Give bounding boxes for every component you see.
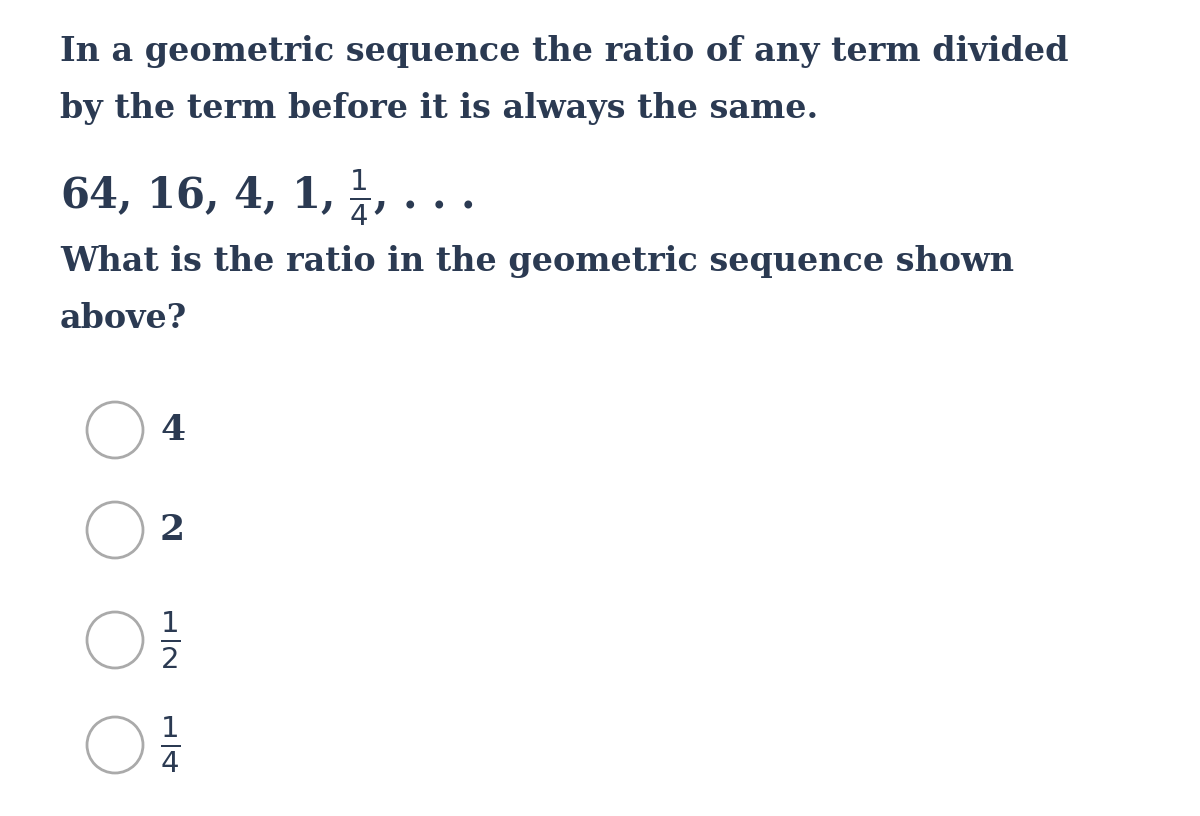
Text: by the term before it is always the same.: by the term before it is always the same… <box>60 92 818 125</box>
Text: 64, 16, 4, 1, $\frac{1}{4}$, . . .: 64, 16, 4, 1, $\frac{1}{4}$, . . . <box>60 168 474 228</box>
Text: What is the ratio in the geometric sequence shown: What is the ratio in the geometric seque… <box>60 245 1014 278</box>
Text: In a geometric sequence the ratio of any term divided: In a geometric sequence the ratio of any… <box>60 35 1068 68</box>
Text: 4: 4 <box>160 413 185 447</box>
Text: $\frac{1}{2}$: $\frac{1}{2}$ <box>160 610 180 671</box>
Text: 2: 2 <box>160 513 185 547</box>
Text: above?: above? <box>60 302 187 335</box>
Text: $\frac{1}{4}$: $\frac{1}{4}$ <box>160 715 180 775</box>
